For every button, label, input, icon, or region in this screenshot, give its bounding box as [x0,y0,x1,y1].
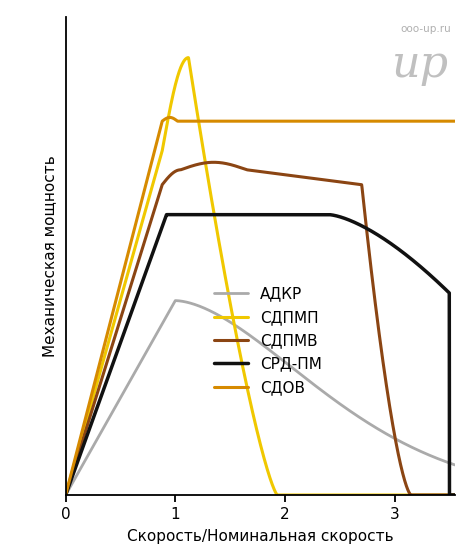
СДОВ [167,114,173,121]
СДПМВ [211,159,217,166]
СДПМВ [83,428,88,435]
СДПМП [441,492,446,498]
СДПМВ [252,168,258,174]
СРД-ПМ [252,211,258,218]
Text: ooo-up.ru: ooo-up.ru [400,24,451,34]
Y-axis label: Механическая мощность: Механическая мощность [42,155,57,356]
Legend: АДКР, СДПМП, СДПМВ, СРД-ПМ, СДОВ: АДКР, СДПМП, СДПМВ, СРД-ПМ, СДОВ [208,280,328,402]
СДОВ [370,118,375,124]
Line: АДКР: АДКР [66,301,455,495]
СРД-ПМ [441,284,446,291]
Line: СДОВ: СДОВ [66,118,455,495]
СДПМП [252,420,258,426]
АДКР [83,456,88,463]
СДПМВ [441,492,446,498]
СДОВ [441,118,446,124]
СРД-ПМ [63,492,68,498]
СДПМВ [441,492,446,498]
Line: СДПМП: СДПМП [66,58,455,495]
СДПМВ [242,166,248,173]
АДКР [252,336,258,343]
СРД-ПМ [83,437,88,443]
X-axis label: Скорость/Номинальная скорость: Скорость/Номинальная скорость [127,529,393,544]
АДКР [441,458,446,464]
АДКР [63,492,68,498]
СРД-ПМ [242,211,248,218]
СДОВ [83,415,88,421]
СРД-ПМ [370,228,375,235]
Text: ир: ир [392,43,449,86]
СДОВ [452,118,458,124]
СДПМП [83,421,88,427]
СДПМП [452,492,458,498]
АДКР [370,422,375,429]
СДПМВ [370,276,375,283]
СДОВ [252,118,258,124]
СРД-ПМ [452,492,458,498]
СРД-ПМ [164,211,169,218]
СДПМП [186,54,191,61]
Line: СДПМВ: СДПМВ [66,162,455,495]
СДПМП [441,492,446,498]
АДКР [441,458,446,464]
СДПМП [63,492,68,498]
СДПМВ [452,492,458,498]
АДКР [173,298,178,304]
СДОВ [242,118,248,124]
АДКР [242,328,248,335]
СДОВ [63,492,68,498]
СДПМП [370,492,375,498]
Line: СРД-ПМ: СРД-ПМ [66,214,455,495]
СДОВ [441,118,446,124]
СРД-ПМ [441,284,446,291]
СДПМП [242,373,248,380]
СДПМВ [63,492,68,498]
АДКР [452,461,458,468]
